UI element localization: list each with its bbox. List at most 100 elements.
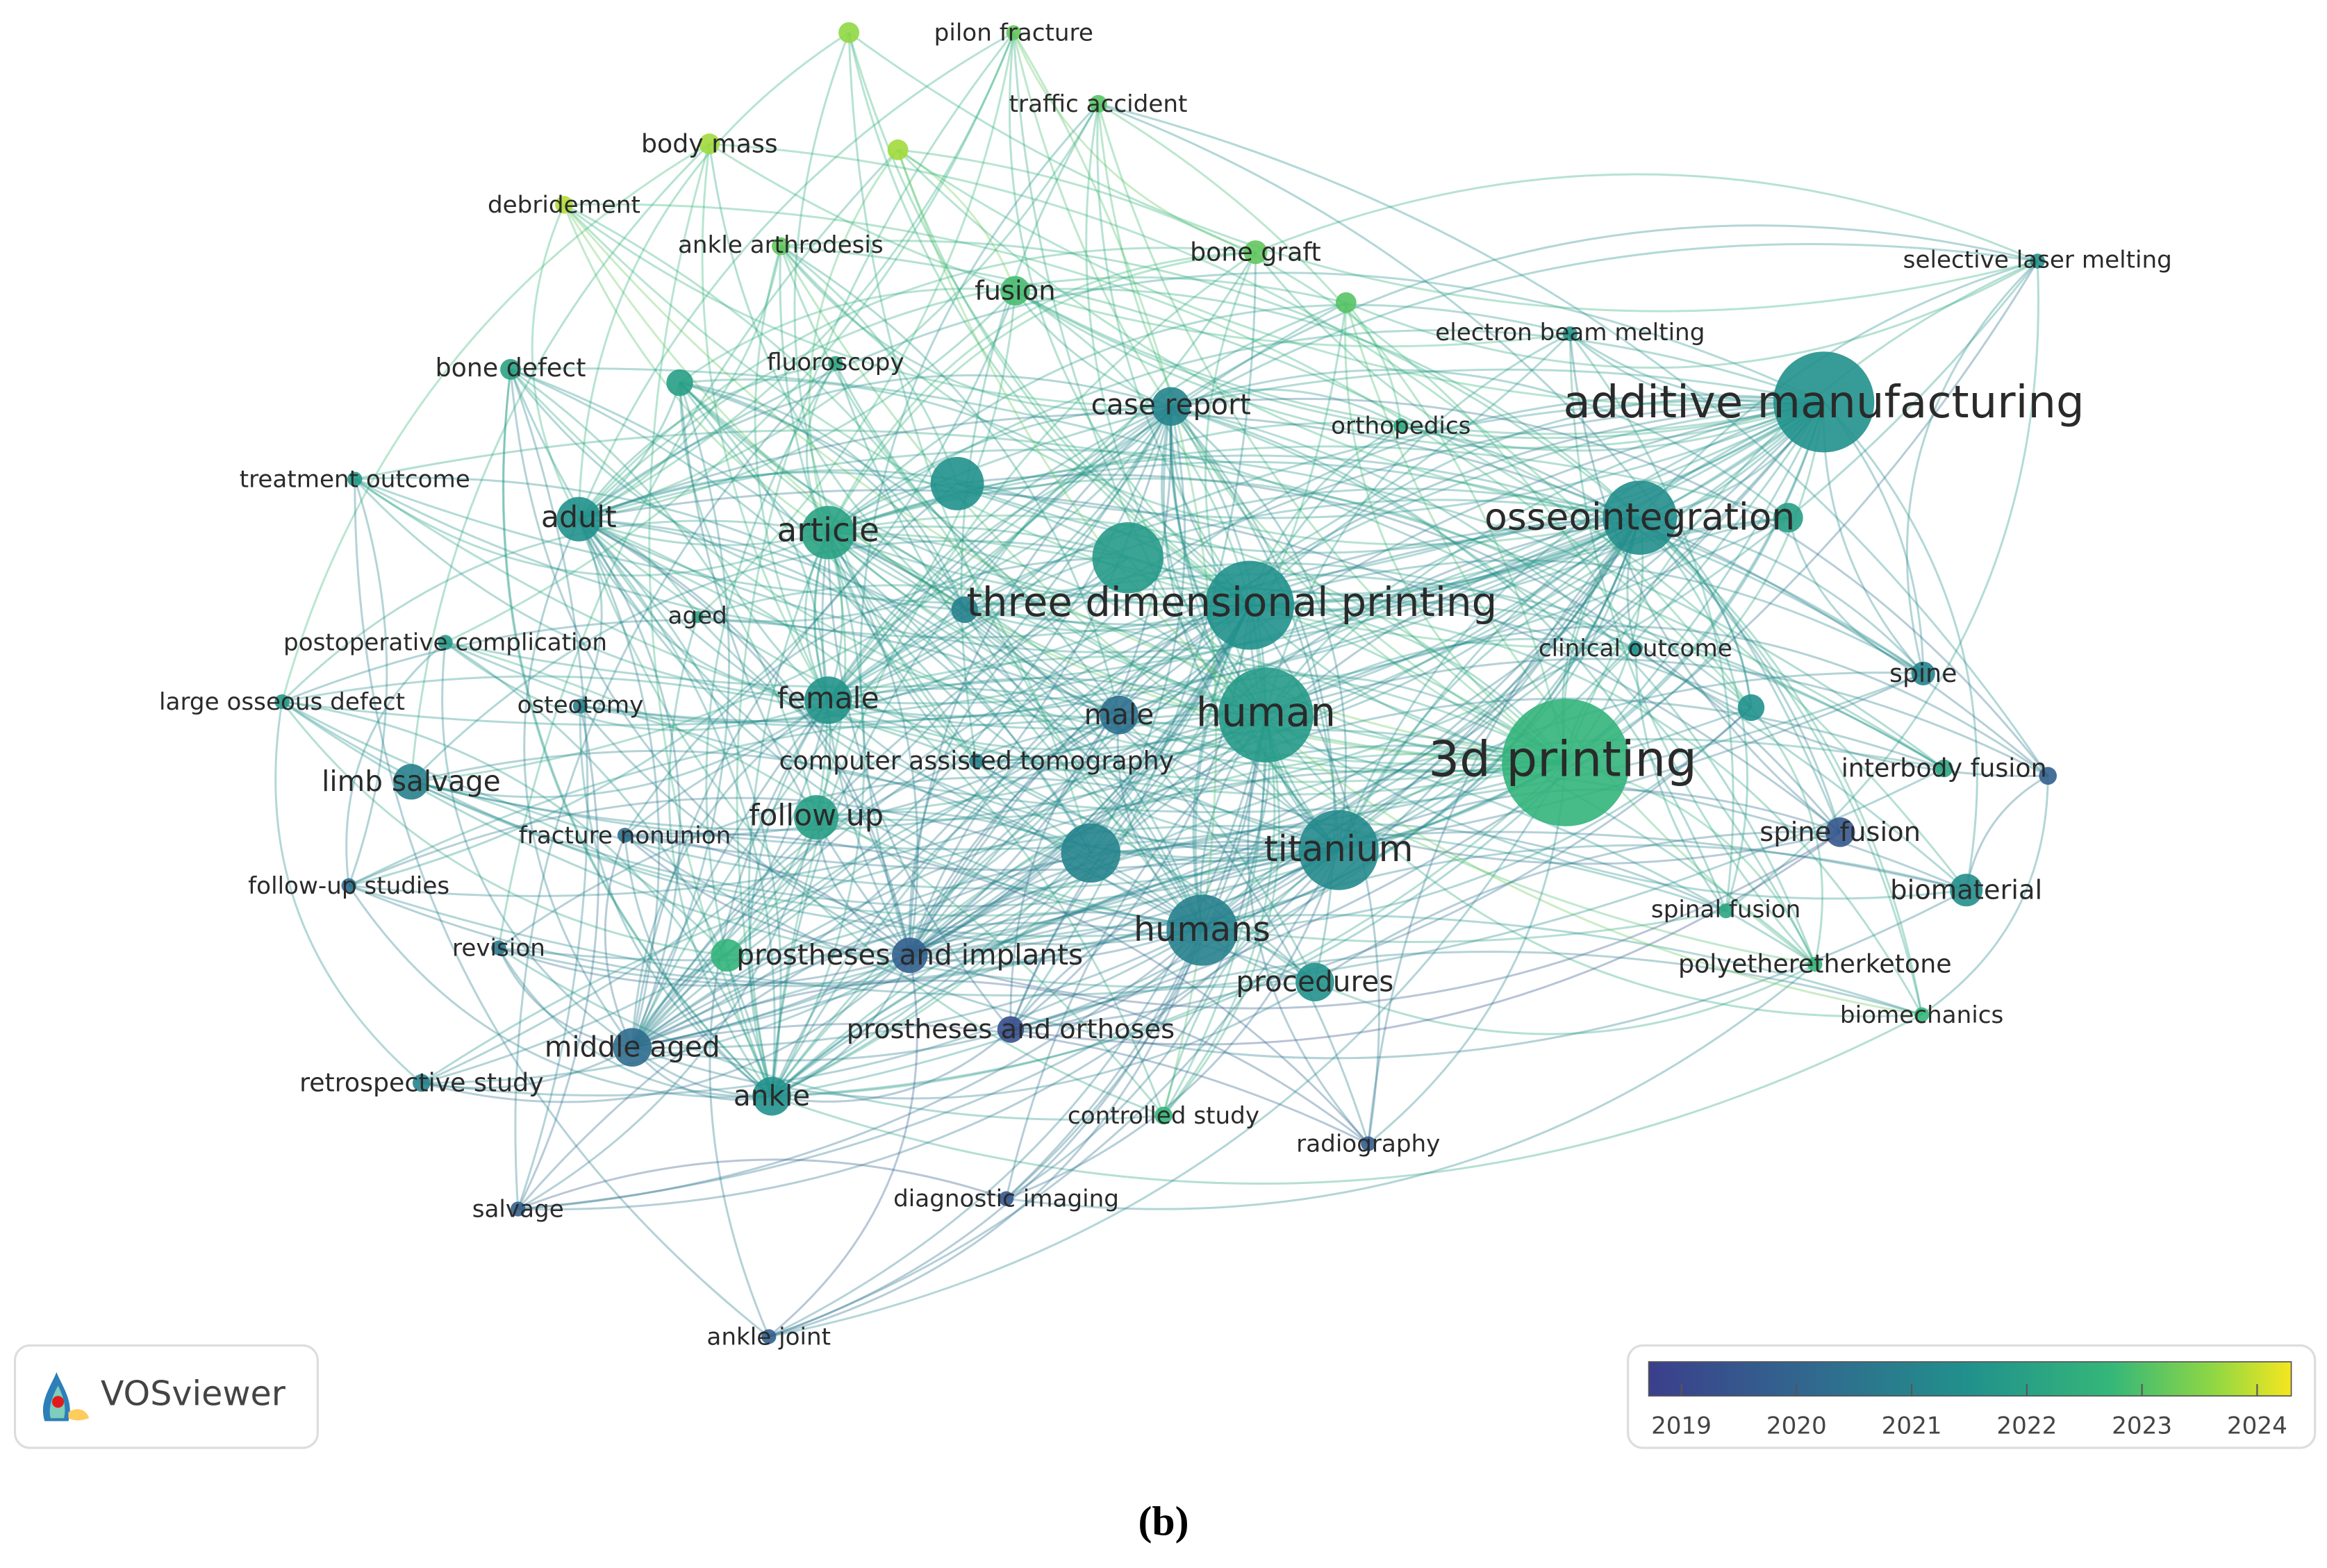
edge <box>578 518 1566 766</box>
edge <box>510 368 818 818</box>
edge <box>1248 396 1824 606</box>
edge <box>709 142 1571 348</box>
edge <box>708 144 1120 717</box>
edge <box>354 478 829 577</box>
edge <box>957 474 1841 833</box>
node-label: computer assisted tomography <box>779 746 1175 776</box>
node <box>341 878 356 894</box>
edge <box>821 532 911 956</box>
node-label: selective laser melting <box>1903 246 2172 274</box>
edge <box>834 362 1266 717</box>
edge <box>679 382 1566 764</box>
node-label: controlled study <box>1068 1102 1259 1130</box>
edges <box>274 31 2049 1338</box>
edge <box>354 476 1203 931</box>
edge <box>679 382 829 818</box>
edge <box>827 487 1641 701</box>
node <box>1166 894 1238 966</box>
edge <box>1170 224 2038 408</box>
edge <box>421 406 1172 1084</box>
edge <box>580 517 1789 728</box>
edge <box>624 556 1128 836</box>
edge <box>1639 517 1923 1015</box>
edge <box>897 149 1250 606</box>
edge <box>497 149 899 949</box>
edge <box>827 532 1339 851</box>
edge <box>517 851 1091 1210</box>
edge <box>1249 401 1825 607</box>
edge <box>1170 406 1340 851</box>
node <box>1204 560 1294 650</box>
node <box>1100 695 1138 735</box>
edge <box>497 947 633 1049</box>
node <box>1773 351 1875 453</box>
edge <box>578 247 1256 520</box>
colorbar-tick-label: 2019 <box>1651 1412 1712 1440</box>
colorbar-box <box>1627 1344 2317 1449</box>
edge <box>771 928 1202 1097</box>
edge <box>498 946 1164 1121</box>
edge <box>578 517 1641 653</box>
node-label: fracture nonunion <box>519 821 731 849</box>
node <box>1218 667 1314 763</box>
node <box>274 694 290 710</box>
edge <box>445 641 1924 813</box>
edge <box>779 246 1266 717</box>
edge <box>1400 401 1825 452</box>
edge <box>580 557 1129 724</box>
node <box>1825 817 1855 847</box>
colorbar-tick-label: 2020 <box>1766 1412 1827 1440</box>
node <box>951 596 978 624</box>
edge <box>563 203 1171 408</box>
edge <box>1338 401 1825 851</box>
colorbar <box>1648 1361 2292 1397</box>
edge <box>1201 788 1841 931</box>
edge <box>1569 333 1734 911</box>
edge <box>509 369 589 1210</box>
edge <box>281 701 728 957</box>
edge <box>502 369 773 1097</box>
node <box>930 456 984 510</box>
edge <box>1170 406 1336 983</box>
edge <box>631 844 1339 1049</box>
edge <box>827 531 1250 633</box>
edge <box>421 954 911 1103</box>
edge <box>909 401 1824 956</box>
node <box>1935 759 1953 778</box>
node <box>393 764 429 800</box>
edge <box>909 401 1825 957</box>
edge <box>514 362 836 1210</box>
edge <box>578 412 2049 777</box>
edge <box>909 401 1824 956</box>
edge <box>631 517 1789 1049</box>
edge <box>768 762 1567 1338</box>
node-label: human <box>1196 688 1336 735</box>
edge <box>1010 706 1752 1031</box>
edge <box>770 517 1789 1097</box>
edge <box>578 518 911 956</box>
edge <box>1265 517 1640 716</box>
node <box>801 506 855 560</box>
edge <box>1015 287 1641 519</box>
edge <box>631 301 1347 1048</box>
edge <box>1009 604 1250 1030</box>
edge <box>1006 849 1340 1200</box>
edge <box>631 1046 772 1101</box>
edge <box>1162 715 1276 1117</box>
edge <box>827 499 1640 701</box>
edge <box>1345 260 2038 369</box>
edge <box>827 405 1171 534</box>
edge <box>1096 103 1251 606</box>
edge <box>577 31 850 519</box>
colorbar-ticks: 2019 2020 2021 2022 2023 2024 <box>1651 1384 2287 1440</box>
node-label: additive manufacturing <box>1564 377 2085 428</box>
edge <box>1249 599 1945 769</box>
node-label: osseointegration <box>1484 494 1795 538</box>
edge <box>411 699 829 799</box>
edge <box>517 517 1641 1210</box>
edge <box>563 203 1753 709</box>
edge <box>909 604 1251 957</box>
edge <box>779 245 1171 412</box>
edge <box>770 532 866 1097</box>
edge <box>1568 333 1816 965</box>
